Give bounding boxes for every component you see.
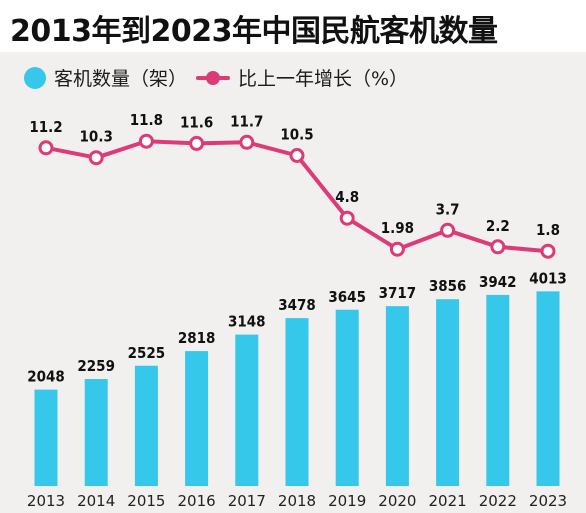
x-tick-2021: 2021 [429,492,467,510]
line-value-label-2014: 10.3 [80,128,113,146]
line-point-2014 [88,150,104,166]
line-point-2021 [440,222,456,238]
bar-value-label-2016: 2818 [178,329,216,347]
line-point-2016 [189,135,205,151]
line-point-2022 [490,239,506,255]
bar-2015 [134,365,158,486]
bar-value-label-2020: 3717 [379,284,417,302]
line-point-2018 [289,148,305,163]
bar-value-label-2021: 3856 [429,277,467,295]
line-point-2013 [38,140,54,156]
bar-value-label-2022: 3942 [479,273,517,291]
bar-value-label-2023: 4013 [529,269,567,287]
legend-item-bar: 客机数量（架） [24,64,187,91]
x-tick-2015: 2015 [127,492,165,510]
bar-series [34,291,560,486]
bar-2017 [235,334,259,486]
line-series [38,133,556,259]
x-tick-2017: 2017 [228,492,266,510]
line-point-2019 [339,210,355,226]
legend-line-label: 比上一年增长（%） [238,68,409,90]
legend-item-line: 比上一年增长（%） [196,64,408,91]
line-value-label-2016: 11.6 [180,113,213,131]
line-point-2017 [239,134,255,150]
legend-bar-label: 客机数量（架） [54,68,188,90]
x-tick-2020: 2020 [378,492,416,510]
bar-2013 [34,389,58,486]
line-point-2023 [540,243,556,259]
bar-value-label-2017: 3148 [228,313,266,331]
x-tick-2023: 2023 [529,492,567,510]
line-value-label-2013: 11.2 [29,118,62,136]
line-value-label-2021: 3.7 [436,200,460,218]
line-value-label-2018: 10.5 [280,126,313,144]
line-value-label-2022: 2.2 [486,217,510,235]
x-tick-2018: 2018 [278,492,316,510]
line-value-label-2023: 1.8 [536,221,560,239]
x-tick-2019: 2019 [328,492,366,510]
x-axis-ticks: 2013 2014 2015 2016 2017 2018 2019 2020 2021 2022… [27,492,567,510]
x-tick-2014: 2014 [77,492,115,510]
line-value-label-2019: 4.8 [335,188,359,206]
bar-2019 [335,309,359,486]
bar-2021 [436,299,460,486]
bar-2016 [185,351,209,486]
bar-value-label-2013: 2048 [27,368,65,386]
line-point-2015 [138,133,154,149]
x-tick-2022: 2022 [479,492,517,510]
bar-2023 [536,291,560,486]
legend-line-swatch [196,67,230,89]
bar-2018 [285,318,309,486]
line-point-2020 [389,241,405,257]
x-tick-2013: 2013 [27,492,65,510]
chart-title: 2013年到2023年中国民航客机数量 [10,14,498,49]
bar-2022 [486,294,510,486]
bar-value-label-2014: 2259 [77,357,115,375]
legend: 客机数量（架） 比上一年增长（%） [0,56,586,96]
legend-bar-swatch [24,66,46,89]
bar-2014 [84,379,108,486]
bar-value-label-2018: 3478 [278,296,316,314]
bar-value-label-2015: 2525 [128,344,166,362]
title-bar: 2013年到2023年中国民航客机数量 [0,0,586,52]
line-value-label-2020: 1.98 [381,219,414,237]
bar-value-labels: 2048 2259 2525 2818 3148 3478 3645 3717 3856 3942… [27,269,567,385]
bar-2020 [385,306,409,486]
bar-value-label-2019: 3645 [328,288,366,306]
x-tick-2016: 2016 [178,492,216,510]
line-value-labels: 11.2 10.3 11.8 11.6 11.7 10.5 4.8 1.98 3.7 2.2 1.8 [29,111,560,239]
line-value-label-2015: 11.8 [130,111,163,129]
line-value-label-2017: 11.7 [230,112,263,130]
